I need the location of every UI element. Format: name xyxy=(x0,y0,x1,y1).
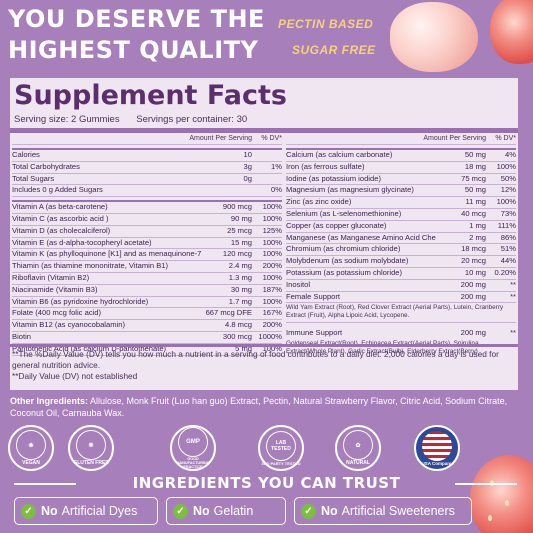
claim-no-artificial-sweeteners: ✓ No Artificial Sweeteners xyxy=(294,497,472,525)
vitamin-row: Vitamin K (as phylloquinone [K1] and as … xyxy=(12,249,282,262)
female-support-row: Female Support 200 mg ** xyxy=(286,292,516,304)
trust-line-left xyxy=(14,483,76,485)
header-dv: % DV* xyxy=(261,135,282,142)
vegan-badge: ❀ VEGAN xyxy=(8,425,54,471)
energy-rows: Calories 10 Total Carbohydrates 3g 1% Total S… xyxy=(12,150,282,198)
check-icon: ✓ xyxy=(173,503,188,519)
column-header: Amount Per Serving % DV* xyxy=(286,134,516,145)
immune-support-detail: Goldenseal Extract(Root), Echinacea Extr… xyxy=(286,340,479,356)
pectin-tag: PECTIN BASED xyxy=(278,17,374,31)
vitamin-row: Pantothenic Acid (as calcium D-pantothen… xyxy=(12,344,282,356)
mineral-row: Selenium (as L-selenomethionine) 40 mcg 73… xyxy=(286,209,516,221)
servings-per-container: Servings per container: 30 xyxy=(136,114,248,125)
serving-info: Serving size: 2 Gummies Servings per con… xyxy=(14,114,247,125)
strawberry-slice-image xyxy=(470,455,533,533)
vitamin-row: Biotin 300 mcg 1000% xyxy=(12,332,282,344)
trust-line-right xyxy=(455,483,517,485)
header-rule xyxy=(286,145,516,150)
leaf-icon: ✿ xyxy=(343,430,373,460)
facts-title: Supplement Facts xyxy=(14,80,287,111)
mineral-row: Iron (as ferrous sulfate) 18 mg 100% xyxy=(286,162,516,174)
mineral-row: Magnesium (as magnesium glycinate) 50 mg 1… xyxy=(286,185,516,198)
header-dv: % DV* xyxy=(495,135,516,142)
section-rule xyxy=(12,197,282,203)
seed-decor xyxy=(505,500,509,506)
column-header: Amount Per Serving % DV* xyxy=(12,134,282,145)
hero-headline: YOU DESERVE THE HIGHEST QUALITY xyxy=(8,4,265,66)
vitamin-row: Folate (400 mcg folic acid) 667 mcg DFE 16… xyxy=(12,308,282,321)
mineral-row: Molybdenum (as sodium molybdate) 20 mcg 44… xyxy=(286,256,516,268)
left-column: Amount Per Serving % DV* Calories 10 Total… xyxy=(12,134,282,356)
strawberry-image xyxy=(490,0,533,64)
mineral-row: Manganese (as Manganese Amino Acid Chela… xyxy=(286,233,516,245)
footnotes: **The %Daily Value (DV) tells you how mu… xyxy=(12,349,516,382)
hero-line-2: HIGHEST QUALITY xyxy=(8,36,259,64)
vitamin-row: Riboflavin (Vitamin B2) 1.3 mg 100% xyxy=(12,273,282,285)
vitamin-rows: Vitamin A (as beta-carotene) 900 mcg 100% V… xyxy=(12,202,282,356)
certification-badges: ❀ VEGAN ❋ GLUTEN FREE GMP GOOD MANUFACTU… xyxy=(0,425,533,475)
vitamin-row: Vitamin B6 (as pyridoxine hydrochloride)… xyxy=(12,297,282,309)
claim-no-gelatin: ✓ No Gelatin xyxy=(166,497,286,525)
mineral-rows: Calcium (as calcium carbonate) 50 mg 4% Iro… xyxy=(286,150,516,292)
vitamin-row: Vitamin A (as beta-carotene) 900 mcg 100% xyxy=(12,202,282,214)
hero-line-1: YOU DESERVE THE xyxy=(8,5,265,33)
other-ingredients: Other Ingredients: Allulose, Monk Fruit … xyxy=(10,395,518,419)
vitamin-row: Vitamin D (as cholecalciferol) 25 mcg 125% xyxy=(12,226,282,238)
seed-decor xyxy=(488,515,492,521)
nutrition-row: Includes 0 g Added Sugars 0% xyxy=(12,185,282,198)
mineral-row: Iodine (as potassium iodide) 75 mcg 50% xyxy=(286,174,516,186)
supplement-facts-panel: Supplement Facts Serving size: 2 Gummies… xyxy=(10,78,518,390)
mineral-row: Copper (as copper gluconate) 1 mg 111% xyxy=(286,221,516,233)
mineral-row: Potassium (as potassium chloride) 10 mg 0.… xyxy=(286,268,516,280)
right-column: Amount Per Serving % DV* Calcium (as cal… xyxy=(286,134,516,358)
mineral-row: Zinc (as zinc oxide) 11 mg 100% xyxy=(286,197,516,209)
female-support-detail: Wild Yam Extract (Root), Red Clover Extr… xyxy=(286,303,516,324)
gummy-image xyxy=(390,2,478,72)
nutrition-row: Total Sugars 0g xyxy=(12,174,282,186)
nutrition-row: Calories 10 xyxy=(12,150,282,162)
claim-no-artificial-dyes: ✓ No Artificial Dyes xyxy=(14,497,158,525)
other-ingredients-text: Allulose, Monk Fruit (Luo han guo) Extra… xyxy=(10,396,508,418)
vitamin-row: Vitamin E (as d-alpha-tocopheryl acetate… xyxy=(12,238,282,250)
header-rule xyxy=(12,145,282,150)
mineral-row: Calcium (as calcium carbonate) 50 mg 4% xyxy=(286,150,516,162)
footnote-dv: **The %Daily Value (DV) tells you how mu… xyxy=(12,349,499,370)
header-amount: Amount Per Serving xyxy=(189,135,252,142)
vitamin-row: Vitamin C (as ascorbic acid ) 90 mg 100% xyxy=(12,214,282,226)
gmp-badge: GMP GOOD MANUFACTURING PRACTICE xyxy=(170,425,216,471)
vitamin-row: Niacinamide (Vitamin B3) 30 mg 187% xyxy=(12,285,282,297)
header-amount: Amount Per Serving xyxy=(423,135,486,142)
vitamin-row: Thiamin (as thiamine mononitrate, Vitami… xyxy=(12,261,282,273)
gluten-free-badge: ❋ GLUTEN FREE xyxy=(68,425,114,471)
check-icon: ✓ xyxy=(301,503,316,519)
trust-title: INGREDIENTS YOU CAN TRUST xyxy=(132,474,401,492)
us-flag-icon xyxy=(422,430,452,461)
mineral-row: Chromium (as chromium chloride) 18 mcg 51% xyxy=(286,244,516,257)
wheat-icon: ❋ xyxy=(76,430,106,460)
other-ingredients-label: Other Ingredients: xyxy=(10,396,89,406)
footnote-not-established: **Daily Value (DV) not established xyxy=(12,371,138,381)
check-icon: ✓ xyxy=(21,503,36,519)
immune-support-row: Immune Support 200 mg ** xyxy=(286,328,516,338)
bottom-rule xyxy=(10,344,518,347)
mineral-row: Inositol 200 mg ** xyxy=(286,280,516,292)
vitamin-row: Vitamin B12 (as cyanocobalamin) 4.8 mcg 20… xyxy=(12,320,282,332)
natural-badge: ✿ NATURAL xyxy=(335,425,381,471)
nutrition-row: Total Carbohydrates 3g 1% xyxy=(12,162,282,174)
thick-rule xyxy=(10,128,518,133)
lab-tested-badge: LAB TESTED 3RD PARTY TESTED xyxy=(258,425,304,471)
leaf-icon: ❀ xyxy=(16,430,46,460)
usa-company-badge: USA Company xyxy=(414,425,460,471)
serving-size: Serving size: 2 Gummies xyxy=(14,114,120,125)
sugar-free-tag: SUGAR FREE xyxy=(292,43,376,57)
